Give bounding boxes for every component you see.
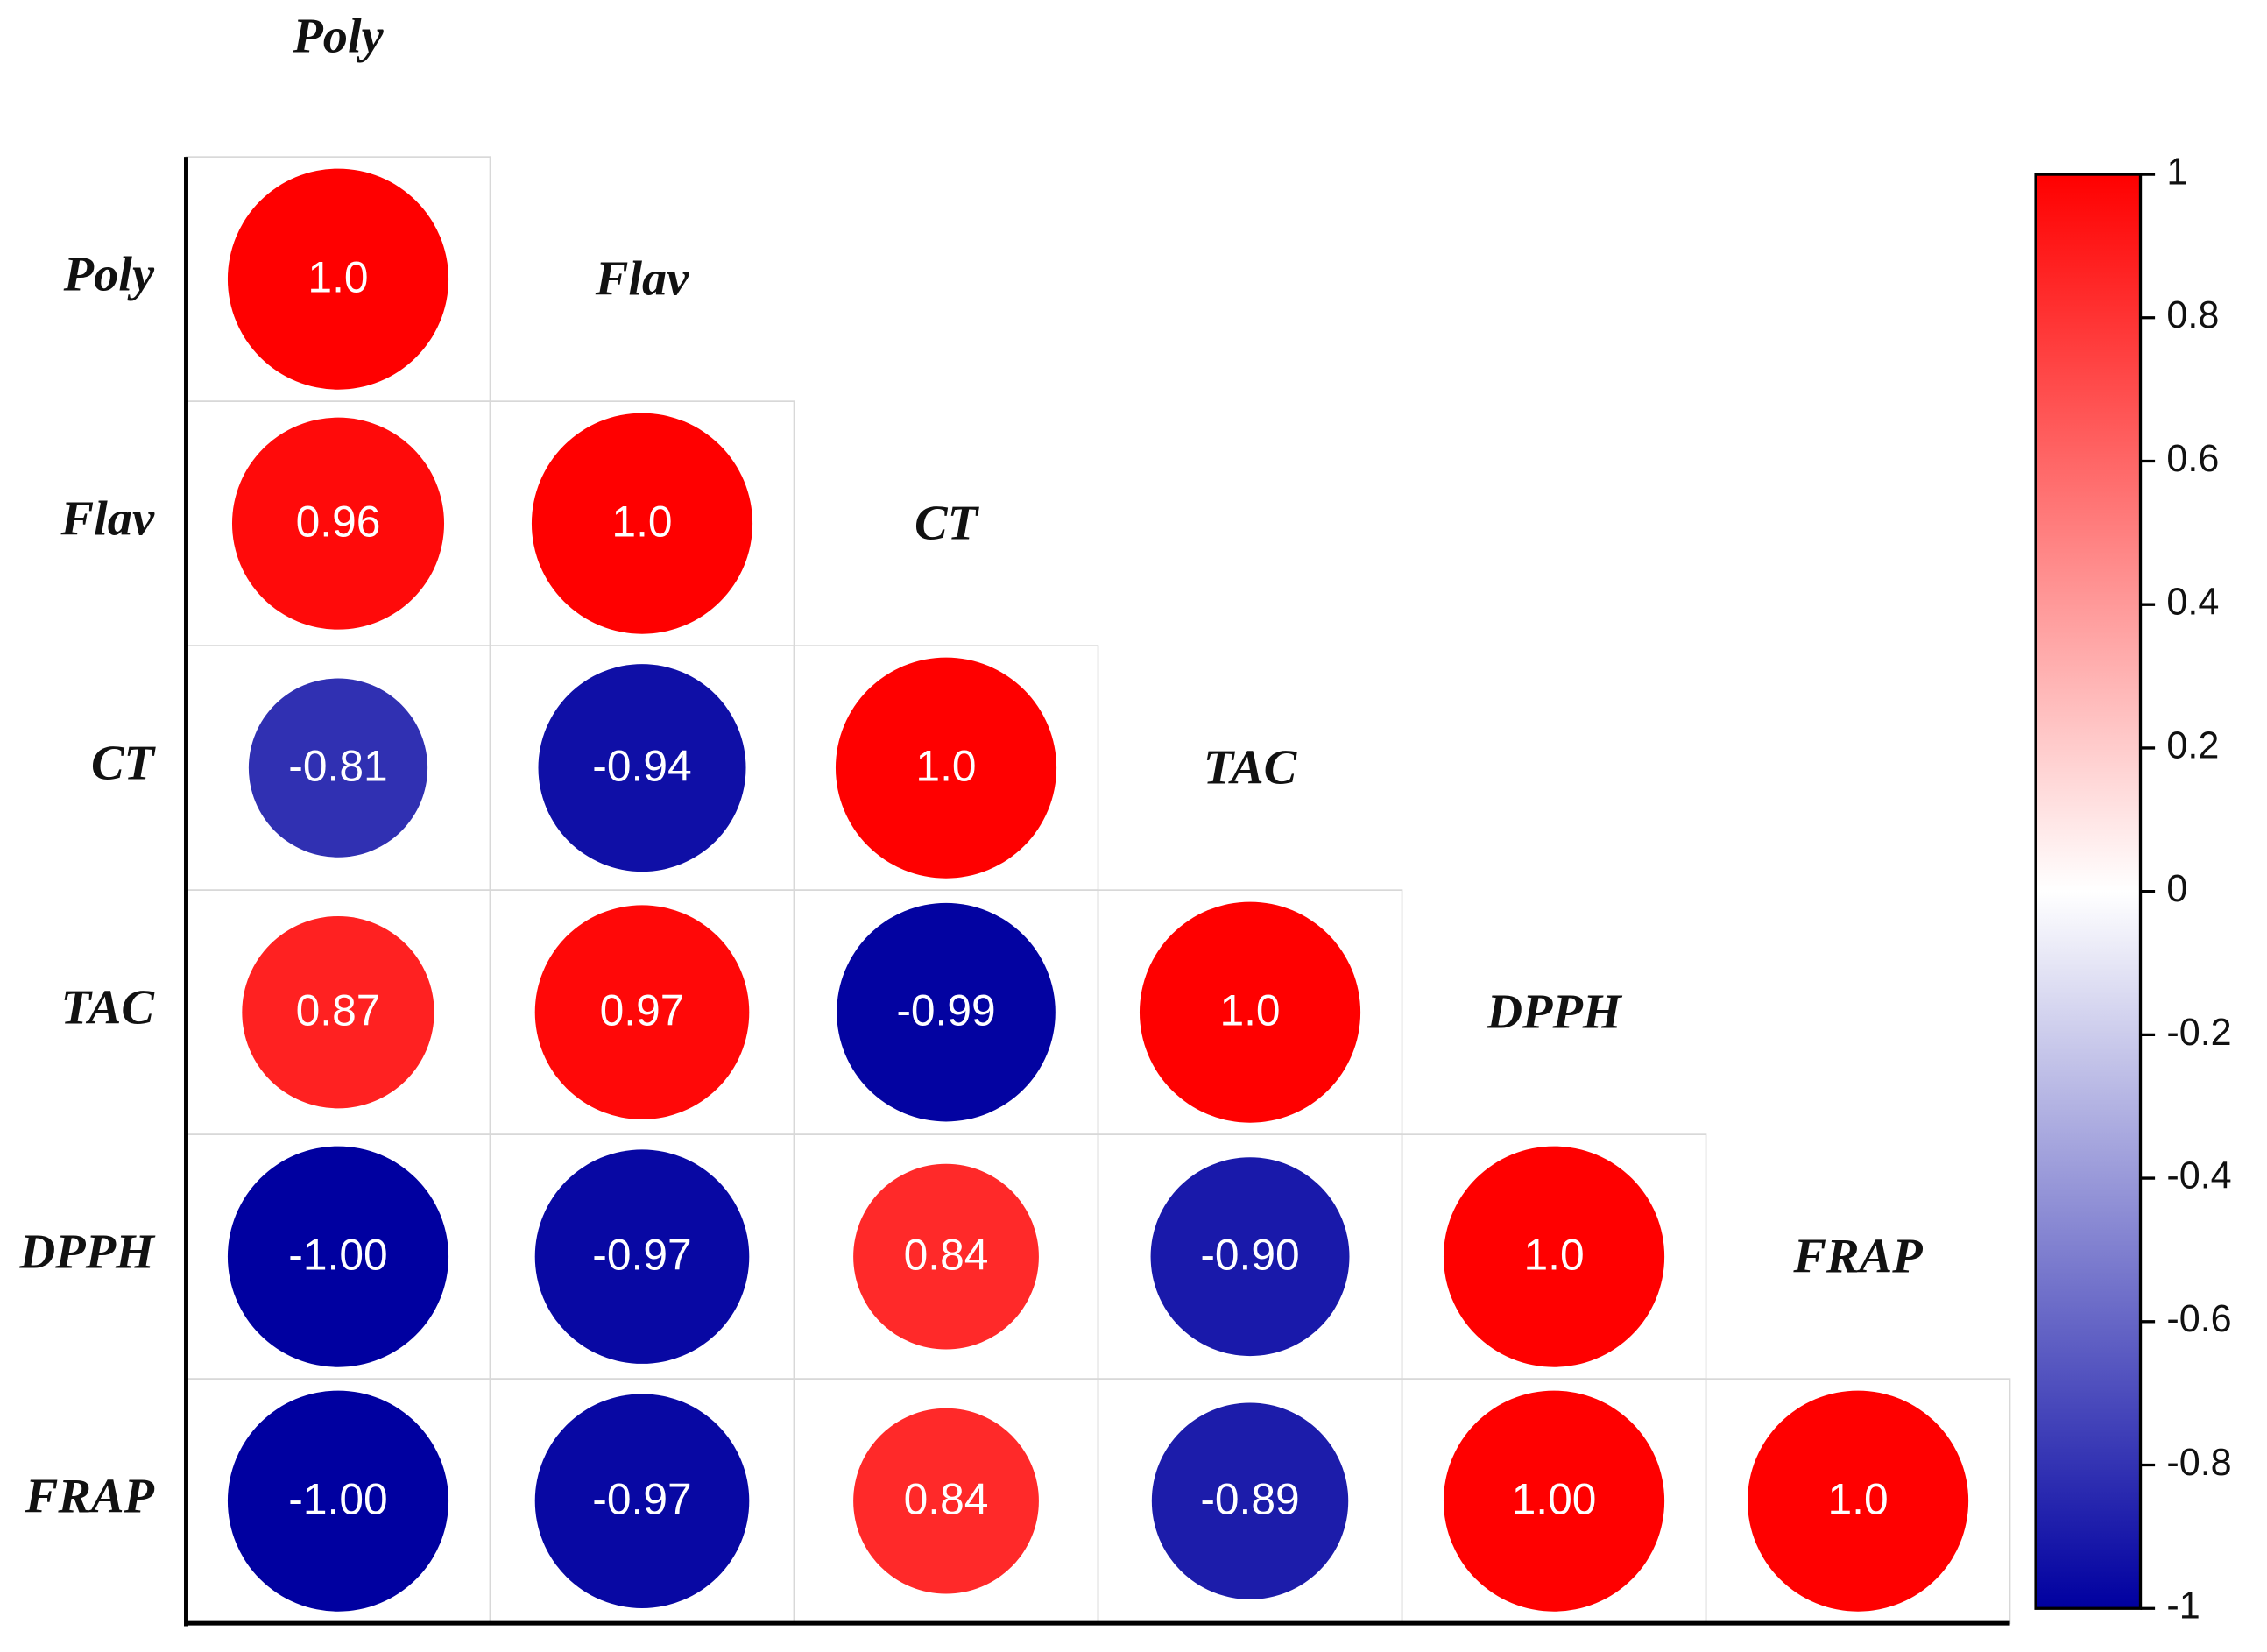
colorbar-tick-label: 0.8 [2166, 294, 2219, 336]
colorbar-tick-label: 1 [2166, 151, 2187, 193]
corr-circle [248, 678, 428, 858]
colorbar-tick-label: -0.2 [2166, 1012, 2231, 1054]
corr-label: 1.0 [1219, 985, 1280, 1034]
corr-label: -1.00 [288, 1474, 387, 1523]
colorbar-tick-label: 0.4 [2166, 582, 2219, 624]
corr-label: 0.96 [296, 497, 381, 546]
corr-circle [1747, 1390, 1969, 1612]
corr-circle [534, 905, 750, 1119]
row-label: Flav [60, 492, 155, 547]
corr-circle [534, 1394, 750, 1608]
corr-circle [531, 413, 753, 634]
corr-circle [1151, 1402, 1349, 1599]
row-label: DPPH [19, 1225, 157, 1280]
corr-circle [538, 664, 746, 872]
corr-label: -0.99 [896, 985, 995, 1034]
column-label: Flav [595, 252, 689, 307]
corr-label: 0.87 [296, 985, 381, 1034]
corr-label: 0.84 [904, 1474, 989, 1523]
colorbar [2034, 173, 2143, 1610]
corr-label: 1.0 [1523, 1230, 1584, 1279]
corr-circle [227, 1390, 449, 1612]
corr-label: 0.84 [904, 1230, 989, 1279]
corr-label: -0.97 [592, 1230, 691, 1279]
corr-label: 1.0 [307, 252, 368, 301]
corr-circle [242, 915, 434, 1109]
corr-label: 1.0 [1827, 1474, 1888, 1523]
corr-circle [227, 168, 449, 390]
row-label: TAC [60, 981, 155, 1035]
corr-circle [231, 417, 445, 630]
corr-label: -0.97 [592, 1474, 691, 1523]
corr-label: -0.81 [288, 741, 387, 790]
corr-circle [837, 902, 1056, 1122]
corr-label: -0.90 [1200, 1230, 1299, 1279]
colorbar-tick-label: -0.6 [2166, 1298, 2231, 1340]
colorbar-tick-label: 0.2 [2166, 724, 2219, 766]
column-label: CT [915, 497, 980, 551]
corr-circle [1443, 1146, 1665, 1367]
corr-label: -1.00 [288, 1230, 387, 1279]
colorbar-tick-label: -0.4 [2166, 1154, 2231, 1197]
column-label: DPPH [1486, 985, 1623, 1040]
colorbar-tick-label: -0.8 [2166, 1442, 2231, 1484]
colorbar-tick-label: -1 [2166, 1585, 2200, 1627]
corr-circle [835, 657, 1057, 879]
corr-circle [1139, 901, 1361, 1123]
corr-label: 1.0 [611, 497, 672, 546]
row-label: Poly [63, 248, 155, 302]
row-label: FRAP [25, 1470, 155, 1524]
corr-label: -0.89 [1200, 1474, 1299, 1523]
corr-circle [853, 1163, 1039, 1350]
colorbar-tick-label: 0 [2166, 868, 2187, 910]
corr-label: 0.97 [600, 985, 685, 1034]
column-label: FRAP [1792, 1230, 1923, 1284]
corr-label: -0.94 [592, 741, 691, 790]
corr-label: 1.00 [1512, 1474, 1597, 1523]
corr-label: 1.0 [915, 741, 976, 790]
corr-circle [1150, 1157, 1350, 1357]
row-label: CT [91, 737, 157, 791]
column-label: Poly [292, 9, 384, 63]
column-label: TAC [1204, 741, 1298, 795]
colorbar-tick-label: 0.6 [2166, 438, 2219, 480]
corr-circle [853, 1408, 1039, 1594]
corr-circle [1443, 1390, 1665, 1612]
corr-circle [227, 1146, 449, 1367]
corr-circle [534, 1149, 750, 1364]
